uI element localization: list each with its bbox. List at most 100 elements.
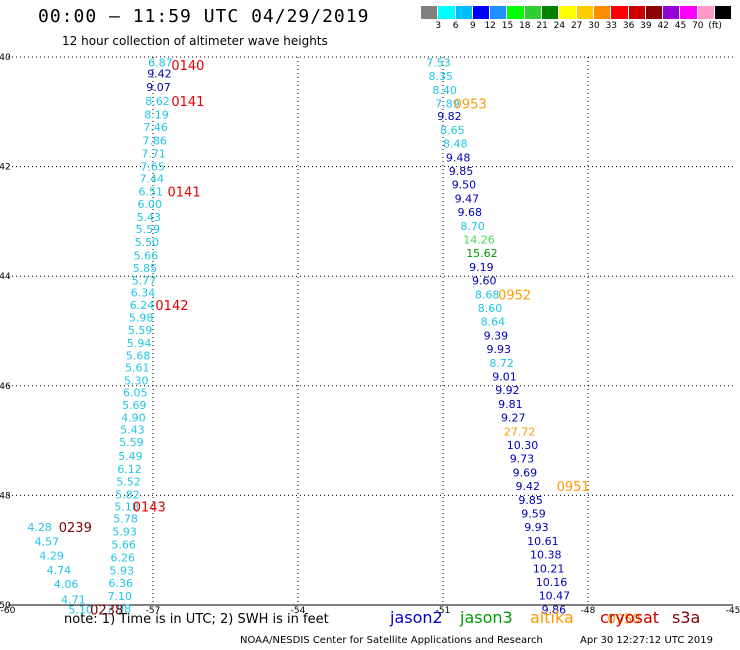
wave-height-value: 7.71 [141,147,166,160]
wave-height-value: 6.12 [117,463,142,476]
color-swatch [542,6,560,19]
wave-height-value: 5.49 [118,450,143,463]
wave-height-value: 5.93 [110,564,135,577]
wave-height-value: 5.59 [136,223,161,236]
wave-height-value: 5.50 [135,236,160,249]
legend-altika: altika [530,608,574,627]
wave-height-value: 10.38 [530,549,562,562]
x-tick-label: -54 [291,606,306,616]
wave-height-value: 9.47 [455,192,480,205]
wave-height-value: 9.48 [446,151,471,164]
color-swatch [628,6,646,19]
pass-time-label: 0141 [168,185,201,200]
wave-height-value: 4.28 [27,521,52,534]
y-tick-label: -48 [0,491,11,501]
color-scale-label: 12 [484,21,496,31]
wave-height-value: 5.59 [128,324,153,337]
color-scale-label: 3 [435,21,442,31]
wave-height-value: 9.50 [452,179,477,192]
wave-height-value: 9.01 [492,370,517,383]
pass-time-label: 0143 [133,500,166,515]
color-swatch [715,6,733,19]
wave-height-value: 6.05 [123,386,147,399]
wave-height-value: 10.21 [533,562,565,575]
color-scale-label: 15 [501,21,514,31]
wave-height-value: 9.86 [542,603,567,616]
wave-height-value: 7.89 [435,98,460,111]
y-tick-label: -42 [0,163,11,173]
wave-height-value: 5.43 [137,211,162,224]
wave-height-value: 9.68 [458,206,483,219]
color-swatch [472,6,491,19]
color-scale-label: 70 [692,21,704,31]
color-swatch [524,6,543,19]
pass-time-label: 0952 [498,288,531,303]
wave-height-value: 10.61 [527,535,559,548]
wave-height-value: 8.60 [478,302,503,315]
credit-text: NOAA/NESDIS Center for Satellite Applica… [240,635,543,646]
wave-height-value: 27.72 [504,425,536,438]
wave-height-value: 5.98 [129,311,154,324]
wave-height-value: 5.52 [116,476,140,489]
wave-height-value: 8.48 [443,138,468,151]
wave-height-value: 4.71 [61,594,86,607]
x-tick-label: -60 [1,606,16,616]
wave-height-value: 7.98 [107,602,132,615]
wave-height-value: 6.51 [139,185,164,198]
wave-height-value: 5.82 [115,488,140,501]
wave-height-value: 9.19 [469,261,494,274]
wave-height-value: 8.68 [475,288,500,301]
wave-height-value: 9.27 [501,412,526,425]
wave-height-value: 7.10 [108,590,133,603]
wave-height-value: 5.68 [126,350,151,363]
color-swatch [611,6,629,19]
color-scale-label: 45 [674,21,687,31]
color-swatch [593,6,612,19]
wave-height-value: 5.59 [119,436,143,449]
x-tick-label: -45 [726,606,740,616]
pass-time-label: 0140 [171,59,204,74]
footer-note: note: 1) Time is in UTC; 2) SWH is in fe… [64,612,329,627]
wave-height-value: 8.65 [440,124,465,137]
wave-height-value: 9.39 [484,329,509,342]
pass-time-label: 0950 [607,613,640,628]
color-swatch [455,6,473,19]
wave-height-value: 10.47 [539,590,571,603]
chart-title: 00:00 – 11:59 UTC 04/29/2019 [38,6,370,27]
wave-height-value: 9.07 [146,81,171,94]
x-tick-label: -51 [436,606,451,616]
wave-height-value: 8.70 [460,220,485,233]
legend-cryosat: cryosat [600,608,660,627]
color-scale-label: 36 [622,21,635,31]
wave-height-value: 7.53 [426,56,451,69]
color-swatch [421,6,439,19]
wave-height-value: 6.36 [109,577,133,590]
wave-height-value: 9.85 [449,165,474,178]
y-tick-label: -44 [0,272,11,282]
wave-height-value: 8.19 [144,109,169,122]
color-swatch [645,6,664,19]
wave-height-value: 7.46 [143,121,168,134]
color-scale-label: 24 [553,21,566,31]
wave-height-value: 6.00 [138,198,163,211]
y-tick-label: -40 [0,53,11,63]
legend-jason2: jason2 [390,608,443,627]
pass-time-label: 0953 [454,98,487,113]
wave-height-value: 5.66 [111,539,136,552]
wave-height-value: 5.43 [120,424,145,437]
wave-height-value: 5.85 [133,262,158,275]
color-swatch [576,6,594,19]
wave-height-value: 5.93 [112,526,136,539]
wave-height-value: 5.10 [68,603,93,616]
color-swatch [507,6,525,19]
color-scale-label: 27 [570,21,583,31]
legend-jason3: jason3 [460,608,513,627]
color-scale-label: 39 [640,21,652,31]
wave-height-value: 8.35 [429,70,454,83]
wave-height-value: 4.57 [35,535,60,548]
color-swatch [438,6,456,19]
color-swatch [663,6,681,19]
wave-height-value: 9.60 [472,275,497,288]
color-scale-label: (ft) [708,21,722,31]
wave-height-value: 5.61 [125,362,150,375]
